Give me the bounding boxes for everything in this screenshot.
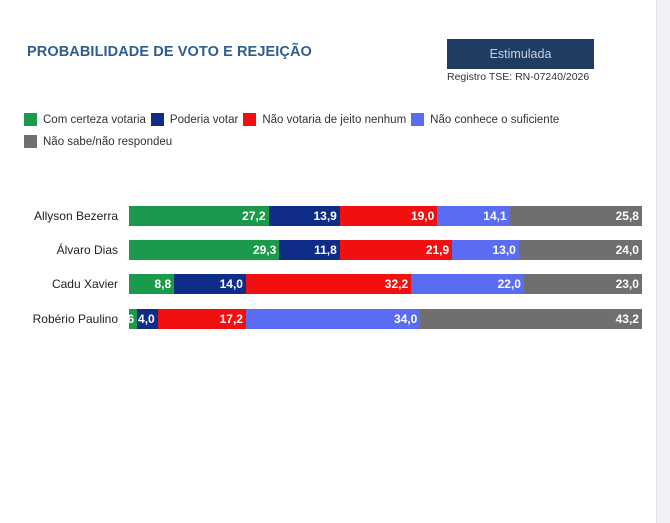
data-label: 32,2 bbox=[384, 277, 409, 291]
data-label: 22,0 bbox=[497, 277, 521, 291]
data-label: 24,0 bbox=[615, 243, 639, 257]
category-label: Cadu Xavier bbox=[51, 277, 118, 291]
data-label: 19,0 bbox=[410, 209, 435, 223]
legend-item: Não sabe/não respondeu bbox=[24, 135, 172, 148]
bar-segment: 13,0 bbox=[452, 240, 519, 260]
data-label: 14,0 bbox=[219, 277, 243, 291]
category-label: Álvaro Dias bbox=[56, 243, 118, 257]
data-label: 4,0 bbox=[138, 312, 155, 326]
legend-label: Com certeza votaria bbox=[43, 113, 146, 126]
bar-segment: 23,0 bbox=[523, 274, 642, 294]
bar-segment: 11,8 bbox=[279, 240, 340, 260]
registro-tse: Registro TSE: RN-07240/2026 bbox=[447, 71, 590, 83]
bar-segment: 24,0 bbox=[518, 240, 642, 260]
data-label: 21,9 bbox=[425, 243, 450, 257]
bar-segment: 4,0 bbox=[137, 309, 158, 329]
category-label: Allyson Bezerra bbox=[33, 209, 118, 223]
bar-segment: 43,2 bbox=[420, 309, 642, 329]
legend-label: Não votaria de jeito nenhum bbox=[262, 113, 407, 126]
stacked-bar: 29,3 11,8 21,9 13,0 24,0 bbox=[129, 240, 642, 260]
bar-segment: 19,0 bbox=[339, 206, 438, 226]
bar-segment: 13,9 bbox=[268, 206, 340, 226]
legend-swatch bbox=[411, 113, 425, 126]
bar-segment: 17,2 bbox=[157, 309, 246, 329]
bar-segment: 27,2 bbox=[129, 206, 269, 226]
bar-segment: 22,0 bbox=[411, 274, 524, 294]
data-label: 25,8 bbox=[615, 209, 639, 223]
estimulada-badge: Estimulada bbox=[447, 39, 594, 69]
bar-segment: 32,2 bbox=[245, 274, 412, 294]
bar-segment: 8,8 bbox=[129, 274, 175, 294]
bar-segment: 14,1 bbox=[437, 206, 510, 226]
stacked-bar: 1,6 4,0 17,2 34,0 43,2 bbox=[118, 309, 642, 329]
chart-title: PROBABILIDADE DE VOTO E REJEIÇÃO bbox=[27, 44, 312, 60]
data-label: 23,0 bbox=[615, 277, 639, 291]
data-label: 14,1 bbox=[483, 209, 507, 223]
data-label: 13,0 bbox=[492, 243, 516, 257]
bar-segment: 29,3 bbox=[129, 240, 280, 260]
legend-label: Poderia votar bbox=[169, 113, 239, 126]
legend-item: Não votaria de jeito nenhum bbox=[243, 113, 406, 126]
data-label: 17,2 bbox=[219, 312, 243, 326]
legend-swatch bbox=[24, 135, 37, 148]
legend-swatch bbox=[150, 113, 164, 126]
legend: Com certeza votaria Poderia votar Não vota… bbox=[24, 113, 634, 157]
data-label: 27,2 bbox=[242, 209, 266, 223]
legend-item: Com certeza votaria bbox=[24, 113, 146, 126]
legend-swatch bbox=[24, 113, 37, 126]
data-label: 11,8 bbox=[314, 243, 337, 257]
data-label: 29,3 bbox=[252, 243, 277, 257]
legend-item: Poderia votar bbox=[150, 113, 239, 126]
data-label: 43,2 bbox=[615, 312, 639, 326]
data-label: 34,0 bbox=[394, 312, 418, 326]
legend-label: Não sabe/não respondeu bbox=[43, 135, 173, 148]
category-label: Robério Paulino bbox=[32, 312, 118, 326]
bar-segment: 34,0 bbox=[245, 309, 421, 329]
data-label: 8,8 bbox=[154, 277, 172, 291]
data-label: 1,6 bbox=[117, 312, 135, 326]
stacked-bar: 27,2 13,9 19,0 14,1 25,8 bbox=[129, 206, 642, 226]
bar-segment: 21,9 bbox=[339, 240, 453, 260]
bar-segment: 14,0 bbox=[174, 274, 246, 294]
bar-segment: 1,6 bbox=[118, 309, 138, 329]
data-label: 13,9 bbox=[313, 209, 337, 223]
stacked-bar: 8,8 14,0 32,2 22,0 23,0 bbox=[129, 274, 642, 294]
bar-segment: 25,8 bbox=[509, 206, 642, 226]
legend-item: Não conhece o suficiente bbox=[411, 113, 559, 126]
legend-swatch bbox=[243, 113, 257, 126]
legend-label: Não conhece o suficiente bbox=[430, 113, 560, 126]
